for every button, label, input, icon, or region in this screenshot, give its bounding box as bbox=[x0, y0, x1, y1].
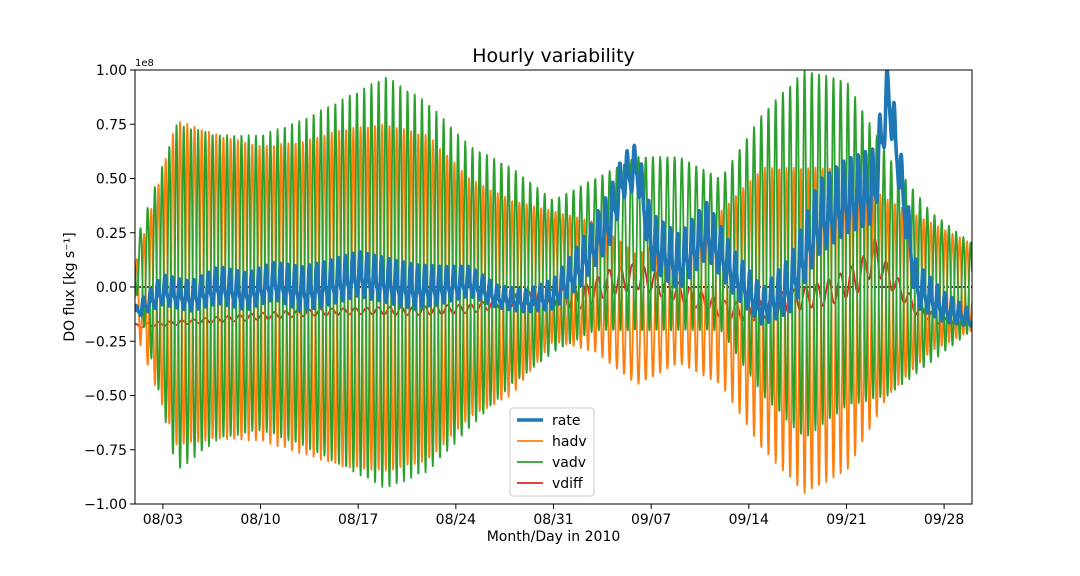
legend-label-rate: rate bbox=[552, 413, 580, 429]
series-rate-line bbox=[135, 70, 972, 328]
series-vadv-line bbox=[135, 70, 972, 488]
y-tick-label: −0.25 bbox=[84, 334, 127, 350]
x-tick-label: 08/10 bbox=[240, 512, 280, 528]
y-tick-label: 0.75 bbox=[96, 117, 127, 133]
x-tick-label: 08/03 bbox=[143, 512, 183, 528]
x-axis-label: Month/Day in 2010 bbox=[487, 529, 621, 545]
x-tick-label: 09/07 bbox=[631, 512, 671, 528]
legend-label-vadv: vadv bbox=[552, 455, 586, 471]
legend-label-vdiff: vdiff bbox=[552, 476, 583, 492]
x-tick-label: 08/17 bbox=[338, 512, 378, 528]
x-tick-label: 09/28 bbox=[924, 512, 964, 528]
y-offset-label: 1e8 bbox=[135, 58, 154, 69]
chart-title: Hourly variability bbox=[472, 45, 635, 67]
y-tick-label: −0.75 bbox=[84, 443, 127, 459]
x-tick-label: 08/24 bbox=[436, 512, 476, 528]
series-layer bbox=[135, 70, 972, 495]
x-tick-label: 09/14 bbox=[729, 512, 769, 528]
y-axis-label: DO flux [kg s⁻¹] bbox=[62, 232, 78, 341]
y-tick-label: −0.50 bbox=[84, 389, 127, 405]
x-axis: 08/03 08/10 08/17 08/24 08/31 09/07 09/14 09/21… bbox=[143, 504, 964, 528]
y-axis: −1.00 −0.75 −0.50 −0.25 0.00 0.25 0.50 0.75 1.00 bbox=[84, 63, 135, 513]
x-tick-label: 09/21 bbox=[826, 512, 866, 528]
y-tick-label: 0.50 bbox=[96, 172, 127, 188]
y-tick-label: 0.00 bbox=[96, 280, 127, 296]
legend-box bbox=[509, 407, 595, 497]
y-tick-label: 0.25 bbox=[96, 226, 127, 242]
y-tick-label: −1.00 bbox=[84, 497, 127, 513]
y-tick-label: 1.00 bbox=[96, 63, 127, 79]
legend: rate hadv vadv vdiff bbox=[509, 407, 595, 497]
legend-label-hadv: hadv bbox=[552, 434, 587, 450]
x-tick-label: 08/31 bbox=[533, 512, 573, 528]
